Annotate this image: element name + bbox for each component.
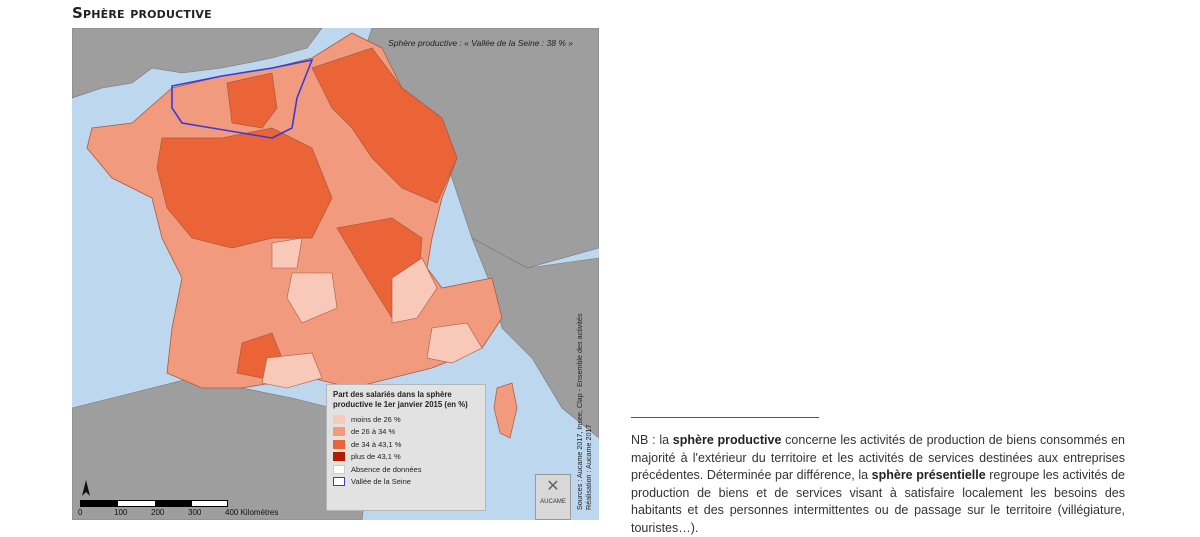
seine-valley-outline [171, 58, 314, 139]
legend-swatch [333, 452, 345, 462]
legend-label: de 26 à 34 % [351, 427, 396, 437]
map-caption: Sphère productive : « Vallée de la Seine… [388, 38, 573, 48]
legend-label: Absence de données [351, 464, 422, 474]
region-west-center [156, 127, 333, 249]
nb-text: concerne les activités de production de … [631, 433, 1125, 482]
nb-bold-term: sphère productive [672, 433, 782, 447]
map-canvas [72, 28, 599, 520]
region-northeast [311, 47, 458, 204]
nb-divider [631, 417, 819, 418]
legend-swatch [333, 464, 345, 474]
legend-label: moins de 26 % [351, 414, 401, 424]
scale-tick: 200 [151, 508, 165, 517]
scale-tick: 100 [114, 508, 128, 517]
region-normandy-dark [226, 72, 278, 129]
logo-mark-icon: ✕ [546, 478, 560, 495]
uk-land [72, 28, 323, 99]
legend-item: de 34 à 43,1 % [333, 438, 485, 451]
legend-swatch [333, 427, 345, 437]
nb-paragraph: NB : la sphère productive concerne les a… [631, 432, 1125, 537]
scale-bar: 0 100 200 300 400 Kilomètres [78, 490, 320, 517]
sources-line: Sources : Aucame 2017, Insee, Clap - Ens… [575, 313, 584, 510]
scale-tick: 300 [188, 508, 202, 517]
aucame-logo: ✕ AUCAME [535, 474, 571, 520]
legend-swatch [333, 414, 345, 424]
legend-item: de 26 à 34 % [333, 426, 485, 439]
region-light-southeast [391, 257, 438, 324]
scale-bar-graphic [80, 500, 228, 507]
sources-credit: Sources : Aucame 2017, Insee, Clap - Ens… [575, 313, 593, 510]
legend-item: Absence de données [333, 463, 485, 476]
legend-swatch [333, 439, 345, 449]
legend-item: plus de 43,1 % [333, 451, 485, 464]
corsica [493, 382, 518, 439]
region-light-pyrenees [261, 352, 323, 389]
region-light-center [271, 237, 303, 269]
region-light-riviera [426, 322, 483, 364]
scale-tick: 0 [78, 508, 83, 517]
map-legend: Part des salariés dans la sphère product… [326, 384, 486, 511]
choropleth-map: Sphère productive : « Vallée de la Seine… [72, 28, 599, 520]
region-light-south [286, 272, 338, 324]
logo-text: AUCAME [540, 499, 566, 505]
legend-label: de 34 à 43,1 % [351, 439, 402, 449]
legend-swatch [333, 477, 345, 487]
north-arrow [82, 480, 90, 496]
page-title: Sphère productive [72, 4, 212, 22]
scale-tick: 400 Kilomètres [225, 508, 279, 517]
legend-item: moins de 26 % [333, 413, 485, 426]
legend-item: Vallée de la Seine [333, 476, 485, 489]
legend-label: plus de 43,1 % [351, 452, 401, 462]
nb-text: regroupe les activités de production de … [631, 468, 1125, 535]
credit-line: Réalisation : Aucame 2017 [584, 424, 593, 510]
legend-label: Vallée de la Seine [351, 477, 411, 487]
nb-bold-term: sphère présentielle [871, 468, 986, 482]
legend-title: Part des salariés dans la sphère product… [333, 390, 468, 409]
nb-text: NB : la [631, 433, 673, 447]
